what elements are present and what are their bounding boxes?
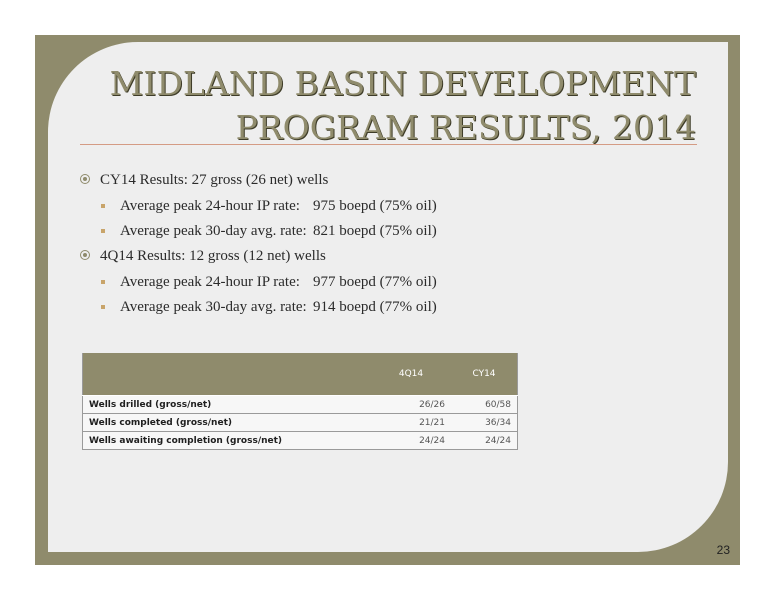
cell-4q14: 21/21: [371, 413, 451, 432]
bullet-list: CY14 Results: 27 gross (26 net) wells Av…: [80, 170, 640, 322]
bullet-text: CY14 Results: 27 gross (26 net) wells: [100, 172, 329, 188]
table-row: Wells drilled (gross/net) 26/26 60/58: [82, 395, 518, 414]
sub-bullet-value: 821 boepd (75% oil): [313, 223, 437, 239]
row-label: Wells completed (gross/net): [82, 413, 371, 432]
slide-title: MIDLAND BASIN DEVELOPMENT PROGRAM RESULT…: [96, 62, 696, 150]
table-header-4q14: 4Q14: [371, 353, 451, 396]
bullet-cy14: CY14 Results: 27 gross (26 net) wells: [80, 170, 640, 196]
square-bullet-icon: [101, 280, 105, 284]
sub-bullet-label: Average peak 30-day avg. rate:: [120, 223, 307, 239]
sub-bullet: Average peak 30-day avg. rate: 914 boepd …: [80, 297, 640, 322]
page-number: 23: [716, 543, 730, 557]
sub-bullet-value: 914 boepd (77% oil): [313, 299, 437, 315]
sub-bullet-label: Average peak 24-hour IP rate:: [120, 198, 300, 214]
sub-bullet-label: Average peak 30-day avg. rate:: [120, 299, 307, 315]
square-bullet-icon: [101, 229, 105, 233]
slide-body: [48, 42, 728, 552]
sub-bullet: Average peak 30-day avg. rate: 821 boepd …: [80, 221, 640, 246]
row-label: Wells drilled (gross/net): [82, 395, 371, 414]
cell-4q14: 24/24: [371, 431, 451, 450]
table-header-cy14: CY14: [451, 353, 518, 396]
circle-bullet-icon: [80, 250, 90, 260]
cell-cy14: 24/24: [451, 431, 518, 450]
square-bullet-icon: [101, 204, 105, 208]
cell-4q14: 26/26: [371, 395, 451, 414]
sub-bullet-value: 975 boepd (75% oil): [313, 198, 437, 214]
circle-bullet-icon: [80, 174, 90, 184]
sub-bullet-label: Average peak 24-hour IP rate:: [120, 274, 300, 290]
row-label: Wells awaiting completion (gross/net): [82, 431, 371, 450]
table-header-row: 4Q14 CY14: [82, 353, 518, 396]
slide-title-line-2: PROGRAM RESULTS, 2014: [235, 108, 696, 147]
bullet-4q14: 4Q14 Results: 12 gross (12 net) wells: [80, 246, 640, 272]
cell-cy14: 60/58: [451, 395, 518, 414]
sub-bullet: Average peak 24-hour IP rate: 977 boepd (…: [80, 272, 640, 297]
table-row: Wells completed (gross/net) 21/21 36/34: [82, 413, 518, 432]
table-header-blank: [82, 353, 371, 396]
bullet-text: 4Q14 Results: 12 gross (12 net) wells: [100, 248, 326, 264]
slide-title-line-1: MIDLAND BASIN DEVELOPMENT: [109, 64, 696, 103]
square-bullet-icon: [101, 305, 105, 309]
sub-bullet-value: 977 boepd (77% oil): [313, 274, 437, 290]
table-row: Wells awaiting completion (gross/net) 24…: [82, 431, 518, 450]
title-divider: [80, 144, 697, 145]
results-table: 4Q14 CY14 Wells drilled (gross/net) 26/2…: [82, 353, 518, 450]
sub-bullet: Average peak 24-hour IP rate: 975 boepd (…: [80, 196, 640, 221]
cell-cy14: 36/34: [451, 413, 518, 432]
